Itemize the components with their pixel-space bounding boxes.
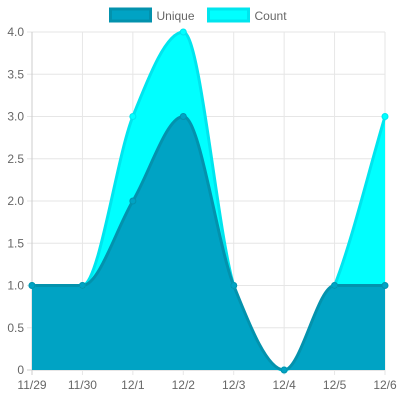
y-tick-label: 1.5 xyxy=(7,236,24,250)
y-tick-label: 0 xyxy=(17,363,24,377)
x-tick-label: 12/3 xyxy=(222,378,246,392)
data-point-unique[interactable] xyxy=(381,282,389,289)
data-point-unique[interactable] xyxy=(331,282,339,289)
y-tick-label: 3.0 xyxy=(7,110,24,124)
data-point-unique[interactable] xyxy=(28,282,36,289)
data-point-count[interactable] xyxy=(179,28,187,36)
x-tick-label: 12/2 xyxy=(172,378,196,392)
x-tick-label: 11/30 xyxy=(68,378,97,392)
y-tick-label: 2.5 xyxy=(7,152,24,166)
y-tick-label: 2.0 xyxy=(7,194,24,208)
series-line-unique xyxy=(31,114,385,372)
series-points xyxy=(28,28,389,374)
series-areas xyxy=(31,30,387,372)
data-point-unique[interactable] xyxy=(230,282,238,289)
y-tick-label: 0.5 xyxy=(7,321,24,335)
legend-item-count[interactable]: Count xyxy=(207,7,288,23)
legend-label-unique: Unique xyxy=(157,9,195,23)
data-point-unique[interactable] xyxy=(129,197,137,205)
tick-labels: 0 0.5 1.0 1.5 2.0 2.5 3.0 3.5 4.0 11/29 11/30 12/1 1… xyxy=(7,25,397,392)
series-area-unique xyxy=(32,116,385,370)
y-tick-label: 4.0 xyxy=(7,25,24,39)
legend-label-count: Count xyxy=(255,9,288,23)
x-tick-label: 12/5 xyxy=(323,378,347,392)
x-tick-label: 12/6 xyxy=(373,378,397,392)
legend-swatch-unique xyxy=(109,7,152,23)
x-tick-label: 11/29 xyxy=(17,378,46,392)
x-tick-label: 12/4 xyxy=(272,378,296,392)
x-tick-label: 12/1 xyxy=(121,378,145,392)
data-point-unique[interactable] xyxy=(280,366,288,374)
data-point-unique[interactable] xyxy=(78,282,86,289)
y-tick-label: 3.5 xyxy=(7,67,24,81)
data-point-count[interactable] xyxy=(129,113,137,120)
legend-item-unique[interactable]: Unique xyxy=(109,7,195,23)
y-tick-label: 1.0 xyxy=(7,279,24,293)
data-point-count[interactable] xyxy=(381,113,389,120)
legend: Unique Count xyxy=(109,7,288,23)
legend-swatch-count xyxy=(207,7,250,23)
data-point-unique[interactable] xyxy=(179,113,187,120)
